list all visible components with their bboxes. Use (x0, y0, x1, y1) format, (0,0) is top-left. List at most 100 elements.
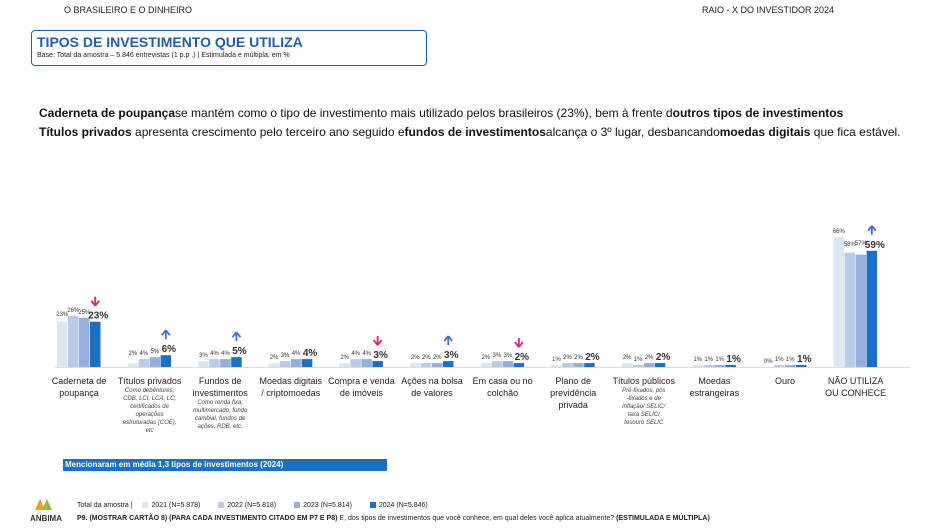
data-label-2024-4: 3% (373, 350, 388, 361)
legend-prefix: Total da amostra | (77, 502, 133, 509)
category-label-8-0: Títulos públicos (613, 376, 676, 386)
data-label-2024-5: 3% (444, 350, 459, 361)
bar-3-0 (268, 363, 280, 367)
legend-item-2021: 2021 (N=5.878) (142, 502, 208, 509)
summary-text-2: apresenta crescimento pelo terceiro ano … (135, 125, 405, 139)
legend-item-2024: 2024 (N=5.846) (369, 502, 436, 509)
bar-2-0 (198, 361, 209, 367)
category-label-7-2: privada (558, 400, 588, 410)
anbima-logo-text: ANBIMA (30, 514, 62, 523)
category-note-1-3: operações (136, 412, 164, 418)
data-label-8-1: 1% (634, 357, 643, 363)
bar-1-1 (138, 359, 150, 367)
summary-text: Caderneta de poupançase mantém como o ti… (39, 104, 909, 142)
page-title: TIPOS DE INVESTIMENTO QUE UTILIZA (37, 34, 303, 50)
bar-6-0 (480, 363, 492, 367)
category-label-6-0: Em casa ou no (473, 376, 533, 386)
trend-up-icon-2 (231, 331, 242, 342)
bar-6-3 (513, 363, 525, 367)
category-label-6-1: colchão (487, 388, 518, 398)
data-label-2-2: 4% (221, 351, 230, 357)
bar-8-0 (621, 363, 633, 367)
category-note-2-1: multimercado, fundo (193, 408, 248, 414)
data-label-8-0: 2% (623, 355, 632, 361)
category-label-9-0: Moedas (698, 376, 731, 386)
summary-bold-1: Caderneta de poupança (39, 106, 176, 120)
bar-7-3 (584, 363, 595, 367)
data-label-10-2: 1% (786, 357, 795, 363)
bar-4-1 (350, 359, 361, 367)
category-label-11-1: OU CONHECE (825, 388, 886, 398)
bar-7-1 (562, 363, 573, 367)
bar-8-2 (643, 363, 655, 367)
question-text: E, dos tipos de investimentos que você c… (337, 515, 615, 522)
category-label-4-0: Compra e venda (328, 376, 395, 386)
bar-5-0 (410, 363, 421, 367)
bar-5-3 (443, 361, 454, 367)
bar-11-2 (855, 254, 867, 367)
data-label-2024-3: 4% (303, 348, 318, 359)
bar-9-0 (692, 365, 703, 367)
bar-10-3 (796, 365, 807, 367)
category-note-8-2: inflação/ SELIC/ (622, 404, 666, 410)
bar-3-3 (301, 359, 313, 367)
category-note-8-4: tesouro SELIC (624, 420, 664, 426)
summary-bold-2: outros tipos de investimentos (672, 106, 844, 120)
data-label-2-0: 3% (199, 353, 208, 359)
bar-0-0 (57, 321, 68, 367)
category-label-2-1: investimentos (193, 388, 249, 398)
category-note-1-2: certificados de (130, 404, 169, 410)
category-note-8-0: Pré-fixados, pós (622, 388, 665, 394)
data-label-2024-9: 1% (726, 354, 741, 365)
bar-4-2 (361, 359, 372, 367)
category-note-1-1: CDB, LCI, LCA, LC, (123, 396, 176, 402)
category-label-9-1: estrangeiras (690, 388, 740, 398)
bar-9-1 (703, 365, 714, 367)
category-note-2-3: ações, RDB, etc. (198, 424, 243, 430)
category-note-1-5: etc (146, 428, 154, 434)
data-label-7-0: 1% (552, 357, 561, 363)
data-label-2-1: 4% (210, 351, 219, 357)
category-label-11-0: NÃO UTILIZA (828, 376, 884, 386)
bar-5-2 (432, 363, 443, 367)
data-label-6-2: 3% (504, 353, 513, 359)
data-label-7-2: 2% (574, 355, 583, 361)
data-label-4-0: 2% (340, 355, 349, 361)
bar-4-3 (372, 361, 383, 367)
data-label-1-0: 2% (129, 351, 138, 357)
data-label-10-1: 1% (775, 357, 784, 363)
trend-down-icon-0 (90, 296, 100, 307)
category-label-2-0: Fundos de (199, 376, 242, 386)
data-label-3-2: 4% (292, 351, 301, 357)
data-label-0-2: 25% (78, 310, 91, 316)
data-label-3-1: 3% (281, 353, 290, 359)
data-label-7-1: 2% (563, 355, 572, 361)
data-label-1-1: 4% (140, 351, 149, 357)
bar-10-2 (785, 365, 796, 367)
question-end: (ESTIMULADA E MÚLTIPLA) (614, 515, 710, 522)
legend-swatch-2021 (142, 502, 149, 509)
category-label-7-1: previdência (550, 388, 596, 398)
trend-down-icon-6 (514, 338, 524, 348)
chart-legend: Total da amostra | 2021 (N=5.878) 2022 (… (77, 502, 444, 509)
sample-base: Base: Total da amostra – 5.846 entrevist… (37, 52, 290, 59)
legend-item-2023: 2023 (N=5.814) (294, 502, 360, 509)
data-label-10-0: 0% (764, 359, 773, 365)
data-label-2024-11: 59% (865, 240, 885, 251)
data-label-2024-0: 23% (88, 311, 108, 322)
data-label-4-2: 4% (362, 351, 371, 357)
bar-11-1 (844, 252, 856, 367)
category-label-10-0: Ouro (775, 376, 795, 386)
data-label-2024-2: 5% (232, 346, 247, 357)
bar-1-0 (127, 363, 139, 367)
trend-up-icon-5 (443, 335, 453, 346)
data-label-8-2: 2% (645, 355, 654, 361)
trend-up-icon-11 (867, 225, 877, 235)
data-label-3-0: 2% (270, 355, 279, 361)
legend-label-2024: 2024 (N=5.846) (378, 502, 428, 509)
summary-bold-5: moedas digitais (719, 125, 811, 139)
average-mention-bar: Mencionaram em média 1,3 tipos de invest… (63, 459, 387, 471)
category-label-5-1: de valores (411, 388, 453, 398)
category-note-2-2: cambial, fundos de (195, 416, 246, 422)
category-label-3-1: / criptomoedas (261, 388, 321, 398)
